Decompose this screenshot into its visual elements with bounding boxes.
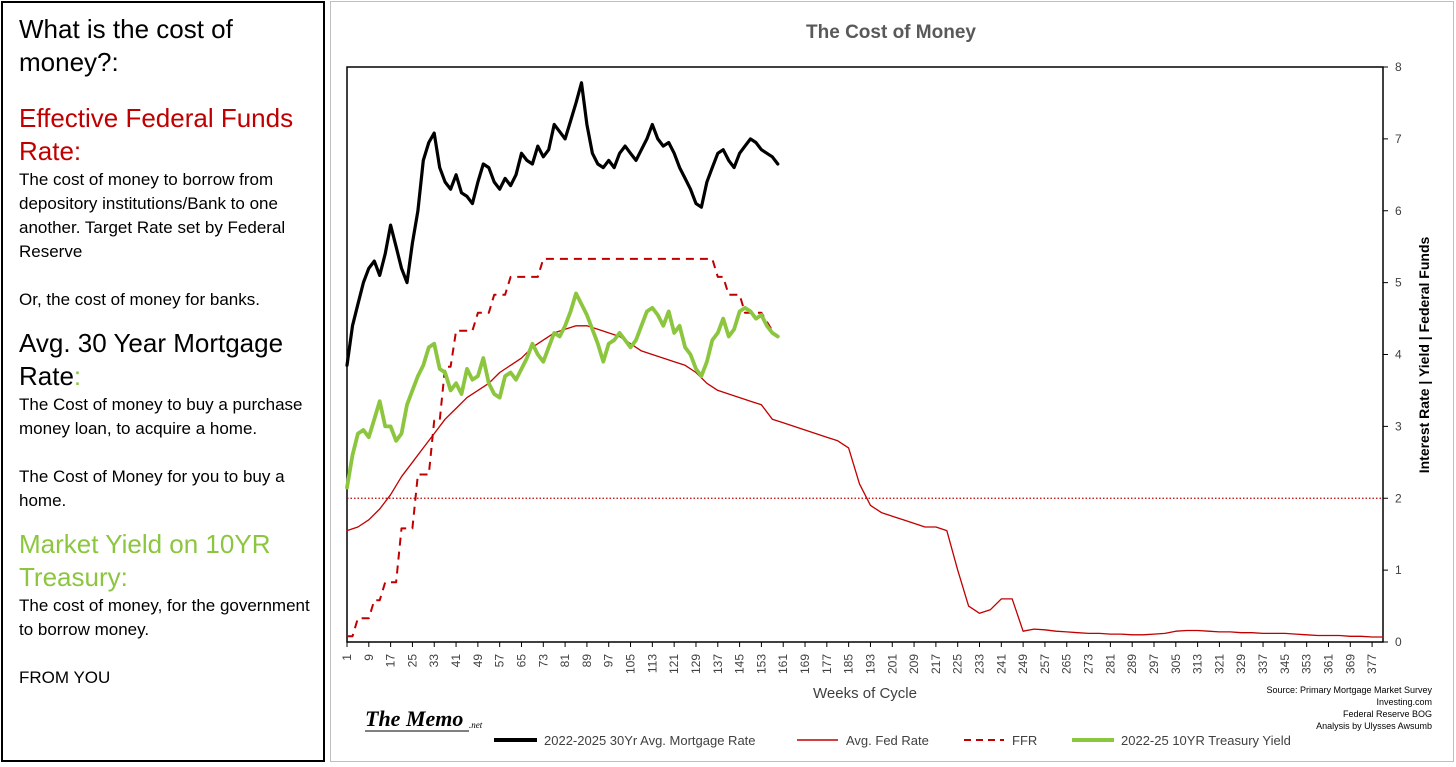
x-tick-label: 217: [929, 654, 943, 674]
x-tick-label: 185: [842, 654, 856, 674]
treasury-description: The cost of money, for the government to…: [19, 596, 310, 639]
x-tick-label: 321: [1212, 654, 1226, 674]
x-tick-label: 361: [1321, 654, 1335, 674]
x-tick-label: 129: [689, 654, 703, 674]
y-tick-label: 1: [1395, 563, 1402, 577]
legend-label-fed-rate: Avg. Fed Rate: [846, 733, 929, 748]
memo-logo: The Memo .net: [365, 706, 483, 732]
mortgage-rate-line: [345, 81, 780, 367]
series-lines: [345, 81, 1384, 638]
mortgage-heading-text: Avg. 30 Year Mortgage Rate: [19, 328, 284, 391]
x-tick-label: 233: [973, 654, 987, 674]
chart-title: The Cost of Money: [806, 22, 976, 43]
panel-question: What is the cost of money?:: [19, 14, 233, 77]
x-tick-label: 105: [624, 654, 638, 674]
x-tick-label: 313: [1191, 654, 1205, 674]
x-tick-label: 49: [471, 654, 485, 668]
legend: 2022-2025 30Yr Avg. Mortgage Rate Avg. F…: [494, 733, 1291, 748]
y-tick-label: 2: [1395, 491, 1402, 505]
x-tick-label: 169: [798, 654, 812, 674]
x-tick-label: 1: [340, 654, 354, 661]
x-tick-label: 201: [885, 654, 899, 674]
y-axis-label: Interest Rate | Yield | Federal Funds: [1416, 237, 1432, 474]
x-tick-label: 137: [711, 654, 725, 674]
x-tick-label: 297: [1147, 654, 1161, 674]
x-tick-label: 377: [1365, 654, 1379, 674]
effr-description: The cost of money to borrow from deposit…: [19, 170, 286, 261]
x-tick-label: 89: [580, 654, 594, 668]
x-tick-label: 33: [427, 654, 441, 668]
x-tick-label: 177: [820, 654, 834, 674]
explanation-panel: What is the cost of money?: Effective Fe…: [1, 1, 325, 762]
x-tick-label: 337: [1256, 654, 1270, 674]
y-tick-label: 0: [1395, 635, 1402, 649]
source-line-1: Source: Primary Mortgage Market Survey: [1266, 685, 1432, 695]
x-tick-label: 241: [994, 654, 1008, 674]
y-tick-label: 4: [1395, 348, 1402, 362]
x-tick-label: 113: [645, 654, 659, 673]
mortgage-heading: Avg. 30 Year Mortgage Rate:: [19, 327, 319, 393]
chart-frame: [330, 1, 1454, 762]
y-tick-label: 5: [1395, 276, 1402, 290]
x-tick-label: 257: [1038, 654, 1052, 674]
mortgage-note: The Cost of Money for you to buy a home.: [19, 467, 285, 510]
avg-fed-rate-line: [346, 325, 1384, 638]
legend-label-ffr: FFR: [1012, 733, 1037, 748]
x-tick-label: 249: [1016, 654, 1030, 674]
panel-footer: FROM YOU: [19, 668, 111, 687]
logo-suffix: .net: [469, 720, 483, 730]
y-axis: 0 1 2 3 4 5 6 7 8: [1383, 60, 1402, 649]
y-tick-label: 3: [1395, 419, 1402, 433]
x-tick-label: 145: [733, 654, 747, 674]
x-tick-label: 209: [907, 654, 921, 674]
x-tick-label: 193: [863, 654, 877, 674]
ffr-line: [347, 257, 774, 638]
x-tick-label: 225: [951, 654, 965, 674]
plot-area: [346, 66, 1384, 643]
y-tick-label: 8: [1395, 60, 1402, 74]
x-tick-label: 273: [1082, 654, 1096, 674]
x-axis-label: Weeks of Cycle: [813, 685, 917, 702]
source-line-2: Investing.com: [1376, 697, 1432, 707]
source-line-3: Federal Reserve BOG: [1343, 709, 1432, 719]
x-tick-label: 57: [493, 654, 507, 668]
x-tick-label: 121: [667, 654, 681, 674]
x-tick-label: 97: [602, 654, 616, 668]
mortgage-heading-colon: :: [73, 361, 82, 391]
x-tick-label: 73: [536, 654, 550, 668]
x-tick-label: 41: [449, 654, 463, 668]
x-tick-label: 305: [1169, 654, 1183, 674]
legend-label-mortgage: 2022-2025 30Yr Avg. Mortgage Rate: [544, 733, 756, 748]
y-tick-label: 7: [1395, 132, 1402, 146]
logo-text: The Memo: [365, 706, 463, 731]
x-tick-label: 9: [362, 654, 376, 661]
x-tick-label: 281: [1103, 654, 1117, 674]
x-tick-label: 329: [1234, 654, 1248, 674]
source-line-4: Analysis by Ulysses Awsumb: [1316, 721, 1432, 731]
x-tick-label: 17: [384, 654, 398, 668]
legend-label-treasury: 2022-25 10YR Treasury Yield: [1121, 733, 1291, 748]
x-tick-label: 65: [514, 654, 528, 668]
source-notes: Source: Primary Mortgage Market Survey I…: [1266, 685, 1432, 731]
x-tick-label: 81: [558, 654, 572, 668]
mortgage-description: The Cost of money to buy a purchase mone…: [19, 395, 303, 438]
treasury-yield-line: [345, 291, 780, 490]
x-tick-label: 369: [1343, 654, 1357, 674]
x-tick-label: 345: [1278, 654, 1292, 674]
x-tick-label: 153: [754, 654, 768, 674]
effr-note: Or, the cost of money for banks.: [19, 290, 260, 309]
x-tick-label: 265: [1060, 654, 1074, 674]
effr-heading: Effective Federal Funds Rate:: [19, 103, 294, 166]
x-tick-label: 353: [1300, 654, 1314, 674]
x-tick-label: 161: [776, 654, 790, 674]
treasury-heading: Market Yield on 10YR Treasury:: [19, 529, 271, 592]
x-tick-label: 289: [1125, 654, 1139, 674]
x-axis: 1 9 17 25 33 41 49 57 65 73 81 89 97 105 113 121 129 137 1…: [340, 642, 1379, 674]
y-tick-label: 6: [1395, 204, 1402, 218]
x-tick-label: 25: [405, 654, 419, 668]
